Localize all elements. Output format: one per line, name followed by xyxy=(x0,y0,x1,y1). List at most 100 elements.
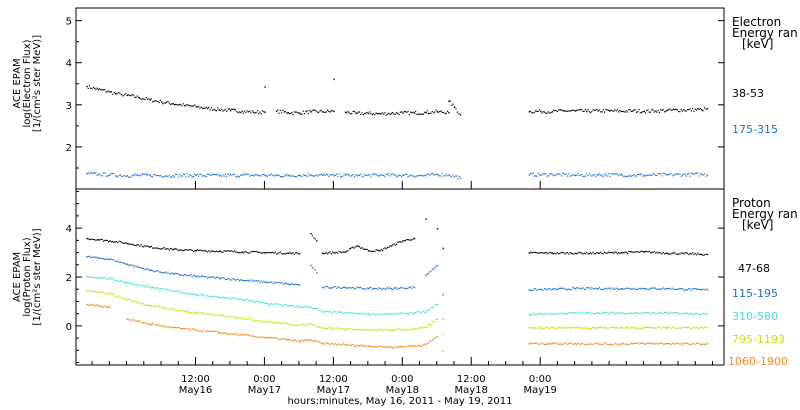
data-point xyxy=(424,111,426,113)
data-point xyxy=(277,322,279,324)
data-point xyxy=(634,175,636,177)
data-point xyxy=(169,176,172,178)
data-point xyxy=(106,91,108,93)
data-point xyxy=(618,312,620,314)
data-point xyxy=(692,343,694,345)
data-point xyxy=(676,342,678,344)
data-point xyxy=(187,311,190,313)
data-point xyxy=(87,87,89,90)
data-point xyxy=(669,287,671,290)
data-point xyxy=(349,175,352,177)
data-point xyxy=(586,110,588,113)
data-point xyxy=(291,283,293,285)
data-point xyxy=(643,312,645,314)
data-point xyxy=(204,313,206,316)
data-point xyxy=(190,249,192,251)
data-point xyxy=(689,108,691,110)
data-point xyxy=(224,278,227,281)
data-point xyxy=(566,326,569,329)
data-point xyxy=(136,174,138,177)
data-point xyxy=(572,173,574,176)
data-point xyxy=(219,110,221,112)
data-point xyxy=(609,326,611,328)
data-point xyxy=(194,250,196,252)
data-point xyxy=(218,296,220,298)
proton-legend-title: Proton xyxy=(732,196,771,210)
x-tick-date: May17 xyxy=(317,385,350,396)
data-point xyxy=(397,313,399,315)
data-point xyxy=(630,343,633,345)
data-point xyxy=(159,99,161,102)
data-point xyxy=(656,111,658,113)
data-point xyxy=(575,174,578,176)
data-point xyxy=(623,342,625,345)
data-point xyxy=(275,321,278,323)
data-point xyxy=(178,103,181,106)
data-point xyxy=(679,111,681,113)
data-point xyxy=(421,327,423,329)
data-point xyxy=(678,312,680,315)
data-point xyxy=(623,288,625,290)
data-point xyxy=(705,175,707,177)
data-point xyxy=(692,252,694,254)
data-point xyxy=(176,173,178,175)
data-point xyxy=(118,295,120,297)
data-point xyxy=(334,285,336,288)
data-point xyxy=(385,114,387,116)
data-point xyxy=(435,173,437,175)
data-point xyxy=(436,318,439,320)
data-point xyxy=(247,111,250,113)
data-point xyxy=(612,288,615,290)
data-point xyxy=(388,246,390,248)
data-point xyxy=(385,346,387,349)
data-point xyxy=(256,110,258,112)
data-point xyxy=(242,252,244,254)
data-point xyxy=(157,174,159,176)
data-point xyxy=(683,289,685,291)
data-point xyxy=(386,113,389,115)
data-point xyxy=(402,346,404,348)
data-point xyxy=(572,326,574,328)
data-point xyxy=(620,327,622,329)
data-point xyxy=(365,112,367,114)
data-point xyxy=(244,251,246,253)
data-point xyxy=(395,313,398,316)
data-point xyxy=(644,288,647,290)
data-point xyxy=(236,278,238,281)
data-point xyxy=(155,100,158,102)
data-point xyxy=(130,264,132,266)
data-point xyxy=(223,277,225,279)
data-point xyxy=(601,312,603,314)
data-point xyxy=(231,315,233,317)
data-point xyxy=(274,251,276,253)
data-point xyxy=(533,342,535,344)
data-point xyxy=(178,249,181,251)
data-point xyxy=(404,239,407,242)
data-point xyxy=(605,342,607,344)
data-point xyxy=(425,344,427,346)
data-point xyxy=(409,345,412,348)
data-point xyxy=(136,320,138,322)
data-point xyxy=(333,252,335,254)
data-point xyxy=(149,286,151,289)
data-point xyxy=(587,327,589,330)
data-point xyxy=(344,344,347,346)
data-point xyxy=(150,245,153,247)
data-point xyxy=(260,113,262,115)
data-point xyxy=(658,326,661,328)
data-point xyxy=(329,326,331,329)
data-point xyxy=(214,173,216,176)
data-point xyxy=(241,251,243,253)
data-point xyxy=(537,326,539,328)
data-point xyxy=(228,108,230,110)
data-point xyxy=(616,253,618,255)
data-point xyxy=(221,175,223,177)
data-point xyxy=(215,330,218,333)
data-point xyxy=(163,272,165,274)
data-point xyxy=(154,247,156,249)
data-point xyxy=(95,290,97,293)
data-point xyxy=(272,251,274,253)
data-point xyxy=(545,326,547,329)
data-point xyxy=(401,346,403,348)
x-tick-time: 12:00 xyxy=(457,374,486,385)
